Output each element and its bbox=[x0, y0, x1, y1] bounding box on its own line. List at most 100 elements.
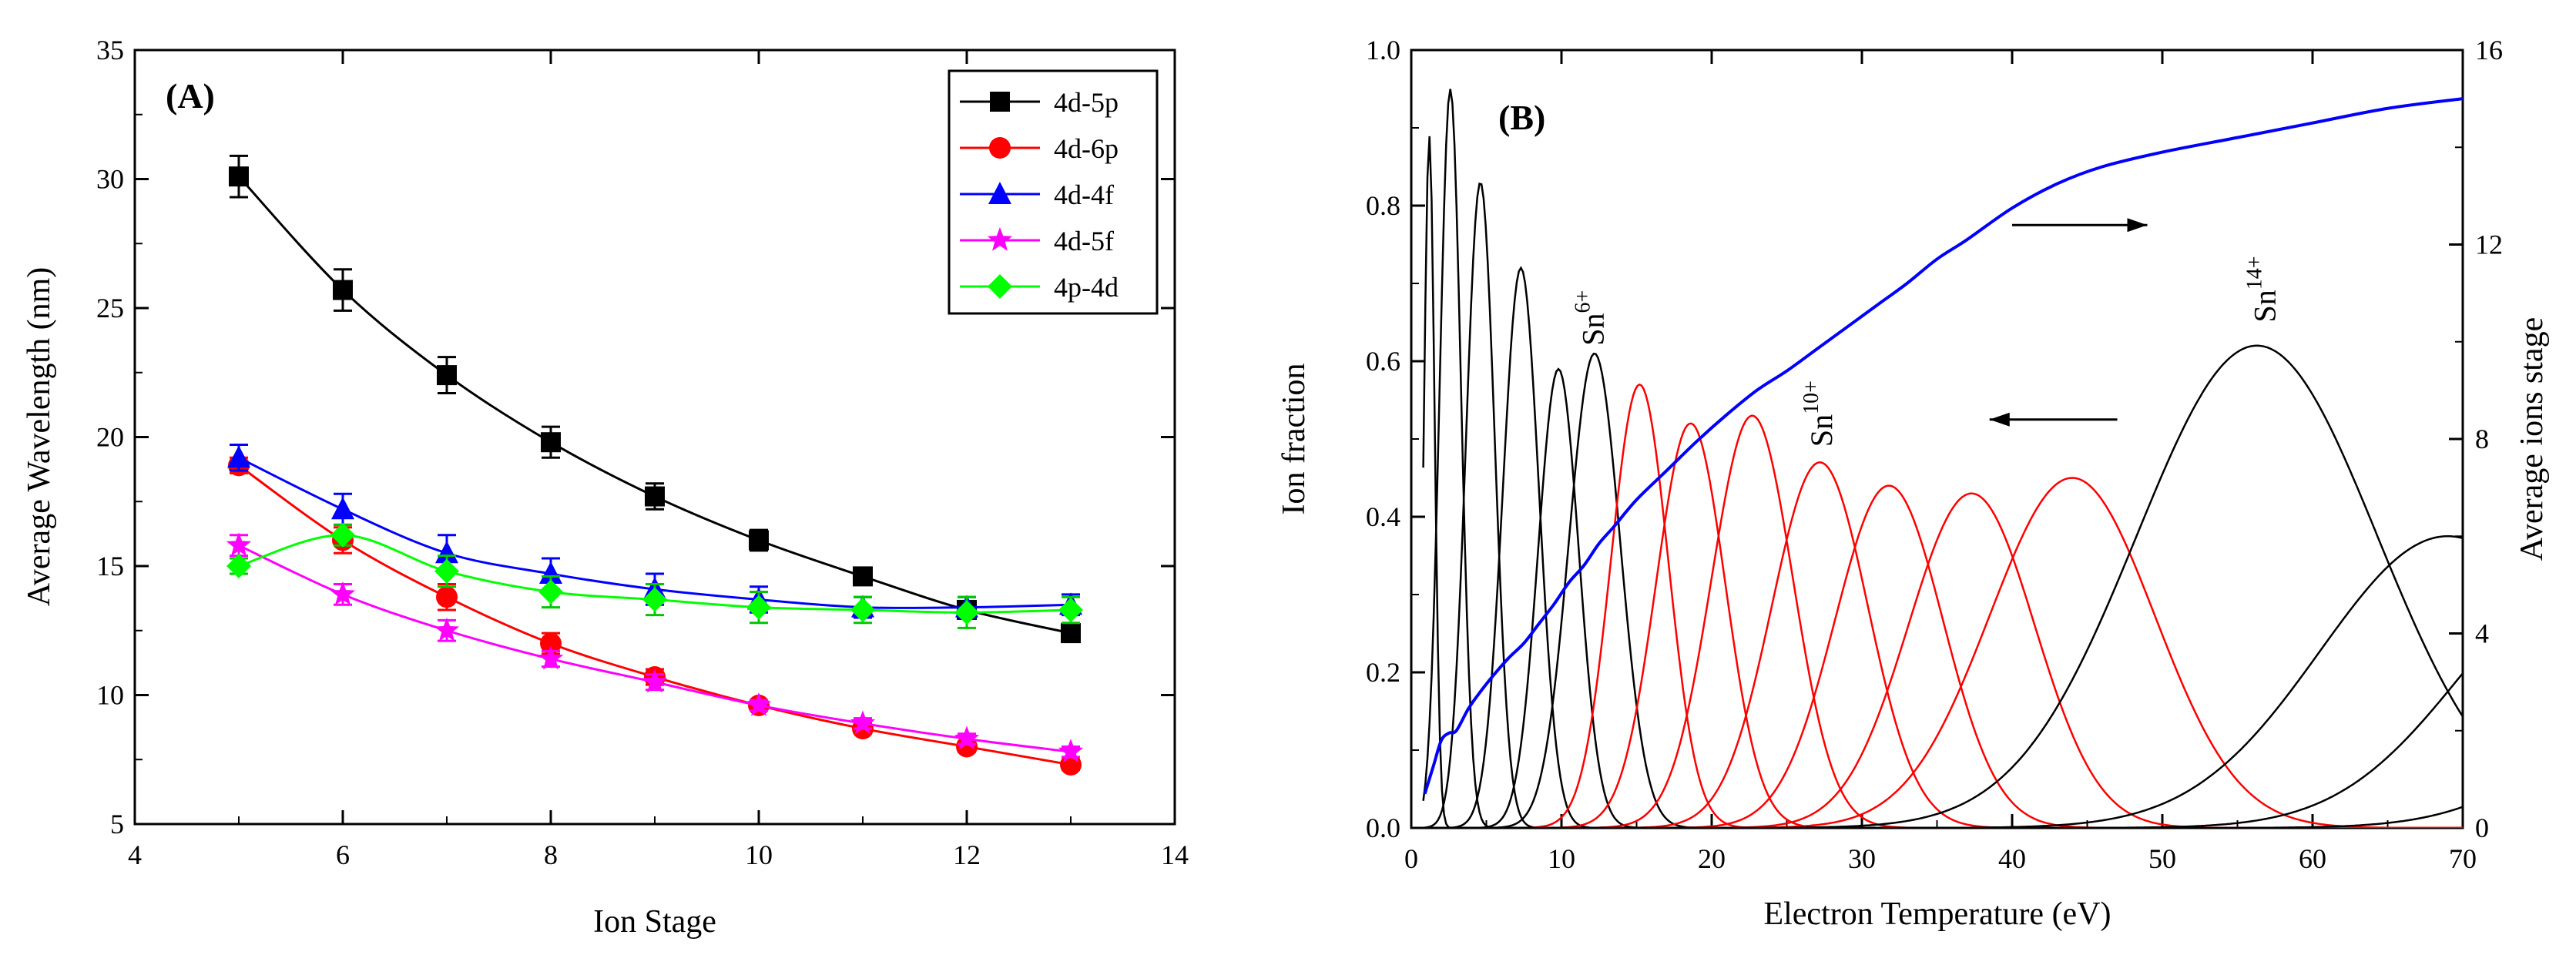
data-point-4d-5f bbox=[746, 692, 772, 716]
data-point-4d-5f bbox=[1058, 739, 1084, 762]
ion-curve-Sn14+ bbox=[1423, 344, 2463, 828]
y2-axis-label-b: Average ions stage bbox=[2514, 317, 2550, 561]
ion-curve-Sn5+ bbox=[1423, 367, 2463, 828]
data-point-4p-4d bbox=[538, 579, 563, 605]
axes-a: 4 6 8 10 12 14 5 10 15 20 25 30 35 bbox=[96, 35, 1189, 870]
ion-curve-Sn10+ bbox=[1423, 461, 2463, 828]
legend-marker bbox=[987, 227, 1013, 251]
ion-curve-Sn13+ bbox=[1423, 477, 2463, 828]
x-tick-label-a: 8 bbox=[544, 839, 558, 870]
data-point-4d-4f bbox=[331, 497, 354, 520]
data-point-4d-5f bbox=[330, 581, 356, 605]
data-point-4d-5f bbox=[850, 710, 876, 735]
axes-b: 0 10 20 30 40 50 60 70 0.0 0.2 0.4 0.6 0.8 1.0 0 4 8 12 16 bbox=[1366, 35, 2503, 874]
ion-curve-Sn7+ bbox=[1423, 383, 2463, 828]
data-point-4d-6p bbox=[540, 632, 562, 655]
legend-label: 4d-5f bbox=[1054, 226, 1114, 256]
y-tick-label-a: 10 bbox=[96, 680, 124, 711]
arrow-head bbox=[1989, 412, 2010, 427]
series-red bbox=[1423, 383, 2463, 828]
y-tick-label-b: 0.0 bbox=[1366, 813, 1400, 843]
legend-label: 4d-6p bbox=[1054, 133, 1119, 164]
x-tick-label-b: 30 bbox=[1848, 843, 1876, 874]
data-point-4d-5p bbox=[645, 486, 665, 507]
x-tick-label-b: 20 bbox=[1698, 843, 1726, 874]
y2-tick-label-b: 12 bbox=[2475, 230, 2503, 260]
plot-frame-b bbox=[1410, 49, 2464, 829]
data-point-4d-5f bbox=[226, 532, 252, 556]
data-point-4d-4f bbox=[435, 541, 458, 564]
ion-curve-Sn15+ bbox=[1423, 535, 2463, 828]
y2-tick-label-b: 8 bbox=[2475, 424, 2489, 454]
ion-label: Sn14+ bbox=[2242, 256, 2282, 322]
panel-label-b: (B) bbox=[1498, 98, 1545, 137]
data-point-4d-5p bbox=[333, 280, 353, 300]
x-tick-label-a: 12 bbox=[953, 839, 981, 870]
legend-marker bbox=[988, 274, 1012, 299]
x-axis-label-b: Electron Temperature (eV) bbox=[1763, 896, 2111, 932]
ion-curve-Sn3+ bbox=[1423, 183, 2463, 828]
series-4d-5f bbox=[226, 532, 1084, 762]
y-tick-label-a: 25 bbox=[96, 293, 124, 323]
data-point-4d-5p bbox=[1061, 623, 1081, 644]
ion-curve-Sn16+ bbox=[1423, 672, 2463, 828]
ion-curve-Sn12+ bbox=[1423, 492, 2463, 828]
chart-panel-b: (B) Electron Temperature (eV) Ion fracti… bbox=[1276, 35, 2550, 932]
series-4p-4d bbox=[226, 522, 1083, 629]
chart-panel-a: (A) Ion Stage Average Wavelength (nm) 4 6… bbox=[22, 35, 1189, 940]
y-tick-label-a: 30 bbox=[96, 164, 124, 195]
series-group-b bbox=[1422, 89, 2463, 828]
legend-label: 4d-4f bbox=[1054, 179, 1114, 210]
y2-tick-label-b: 0 bbox=[2475, 813, 2489, 843]
data-point-4d-5p bbox=[437, 365, 457, 386]
ion-label-sup: 6+ bbox=[1571, 290, 1595, 313]
data-point-4p-4d bbox=[226, 554, 251, 578]
x-tick-label-a: 6 bbox=[336, 839, 350, 870]
data-point-4d-4f bbox=[539, 561, 562, 585]
y2-tick-label-b: 16 bbox=[2475, 35, 2503, 65]
data-point-4d-5p bbox=[541, 432, 561, 453]
y-tick-label-b: 0.8 bbox=[1366, 190, 1400, 221]
data-point-4d-5f bbox=[538, 645, 564, 670]
x-tick-label-a: 10 bbox=[745, 839, 773, 870]
x-axis-label-a: Ion Stage bbox=[593, 904, 716, 940]
data-point-4d-4f bbox=[227, 445, 250, 468]
x-tick-label-b: 50 bbox=[2148, 843, 2176, 874]
series-group-a bbox=[226, 154, 1084, 776]
y-tick-label-a: 35 bbox=[96, 35, 124, 65]
y-tick-label-b: 0.6 bbox=[1366, 346, 1400, 377]
ion-curve-Sn6+ bbox=[1423, 352, 2463, 828]
data-point-4d-5f bbox=[954, 725, 980, 750]
data-point-4d-5p bbox=[749, 530, 769, 551]
data-point-4d-6p bbox=[436, 586, 458, 608]
y-tick-label-b: 1.0 bbox=[1366, 35, 1400, 65]
series-black-high bbox=[1423, 344, 2463, 828]
y2-tick-label-b: 4 bbox=[2475, 618, 2489, 649]
x-tick-label-b: 0 bbox=[1404, 843, 1418, 874]
data-point-4p-4d bbox=[746, 595, 771, 620]
annotations-b: Sn6+ Sn10+ Sn14+ bbox=[1571, 218, 2282, 447]
x-tick-label-b: 10 bbox=[1548, 843, 1575, 874]
data-point-4p-4d bbox=[434, 558, 459, 584]
series-line-4d-5p bbox=[237, 176, 1072, 635]
legend-label: 4p-4d bbox=[1054, 272, 1119, 303]
average-ion-stage-line bbox=[1423, 97, 2463, 795]
x-tick-label-a: 14 bbox=[1161, 839, 1189, 870]
ion-label: Sn10+ bbox=[1800, 380, 1839, 447]
y-axis-label-b: Ion fraction bbox=[1276, 363, 1312, 514]
data-point-4p-4d bbox=[850, 597, 875, 622]
arrow-head bbox=[2127, 218, 2148, 233]
ion-curve-Sn17+ bbox=[1423, 806, 2463, 828]
legend-marker bbox=[989, 137, 1011, 159]
ion-label-text: Sn bbox=[1576, 313, 1611, 346]
data-point-4d-5p bbox=[229, 166, 249, 187]
legend-label: 4d-5p bbox=[1054, 87, 1119, 118]
panel-label-a: (A) bbox=[166, 76, 215, 116]
y-tick-label-b: 0.4 bbox=[1366, 501, 1400, 532]
data-point-4p-4d bbox=[1058, 597, 1083, 622]
arrow-left bbox=[1989, 412, 2118, 427]
ion-curve-Sn8+ bbox=[1423, 422, 2463, 828]
ion-label-sup: 10+ bbox=[1800, 380, 1823, 414]
data-point-4d-5f bbox=[434, 617, 460, 642]
legend-marker bbox=[988, 182, 1011, 204]
